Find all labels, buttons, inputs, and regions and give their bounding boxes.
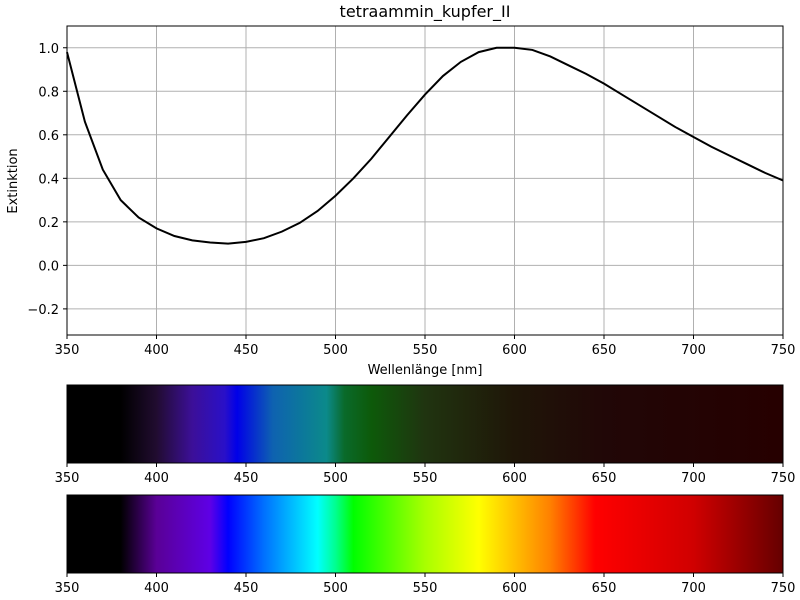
bar2-x-tick-label: 450 — [234, 581, 259, 596]
bar1-x-tick-label: 750 — [771, 471, 796, 486]
bar1-x-tick-label: 450 — [234, 471, 259, 486]
bar2-x-tick-label: 500 — [323, 581, 348, 596]
bar2-x-tick-label: 750 — [771, 581, 796, 596]
x-tick-label: 500 — [323, 343, 348, 358]
y-tick-label: 0.8 — [38, 85, 59, 100]
y-tick-label: 0.0 — [38, 259, 59, 274]
x-tick-label: 750 — [771, 343, 796, 358]
y-gridlines — [67, 47, 783, 310]
x-tick-label: 400 — [144, 343, 169, 358]
bar1-x-tick-label: 350 — [55, 471, 80, 486]
y-tick-label: 0.6 — [38, 129, 59, 144]
x-gridlines — [66, 26, 784, 335]
x-axis-label: Wellenlänge [nm] — [368, 363, 483, 378]
transmitted-bar-x-ticks: 350 400 450 500 550 600 650 700 750 — [55, 463, 796, 486]
visible-spectrum-gradient — [66, 494, 784, 574]
x-tick-label: 450 — [234, 343, 259, 358]
visible-spectrum-bar: 350 400 450 500 550 600 650 700 750 — [55, 494, 796, 596]
y-tick-label: 0.4 — [38, 172, 59, 187]
x-tick-label: 650 — [592, 343, 617, 358]
extinction-curve — [66, 46, 784, 245]
x-tick-label: 700 — [681, 343, 706, 358]
y-axis-ticks: −0.2 0.0 0.2 0.4 0.6 0.8 1.0 — [27, 42, 67, 318]
bar1-x-tick-label: 650 — [592, 471, 617, 486]
x-tick-label: 600 — [502, 343, 527, 358]
bar1-x-tick-label: 600 — [502, 471, 527, 486]
visible-bar-x-ticks: 350 400 450 500 550 600 650 700 750 — [55, 573, 796, 596]
x-tick-label: 550 — [413, 343, 438, 358]
bar1-x-tick-label: 550 — [413, 471, 438, 486]
y-axis-label: Extinktion — [6, 148, 21, 213]
chart-title: tetraammin_kupfer_II — [340, 2, 511, 22]
x-axis-ticks: 350 400 450 500 550 600 650 700 750 — [55, 335, 796, 358]
bar2-x-tick-label: 700 — [681, 581, 706, 596]
transmitted-spectrum-bar: 350 400 450 500 550 600 650 700 750 — [55, 384, 796, 486]
transmitted-spectrum-gradient — [66, 384, 784, 464]
bar1-x-tick-label: 700 — [681, 471, 706, 486]
bar1-x-tick-label: 400 — [144, 471, 169, 486]
bar2-x-tick-label: 600 — [502, 581, 527, 596]
bar2-x-tick-label: 650 — [592, 581, 617, 596]
bar2-x-tick-label: 350 — [55, 581, 80, 596]
bar2-x-tick-label: 550 — [413, 581, 438, 596]
absorbance-chart: 350 400 450 500 550 600 650 700 750 −0.2 0.0 0.2 0.… — [6, 2, 795, 378]
y-tick-label: 1.0 — [38, 42, 59, 57]
bar2-x-tick-label: 400 — [144, 581, 169, 596]
bar1-x-tick-label: 500 — [323, 471, 348, 486]
y-tick-label: −0.2 — [27, 303, 59, 318]
y-tick-label: 0.2 — [38, 216, 59, 231]
x-tick-label: 350 — [55, 343, 80, 358]
